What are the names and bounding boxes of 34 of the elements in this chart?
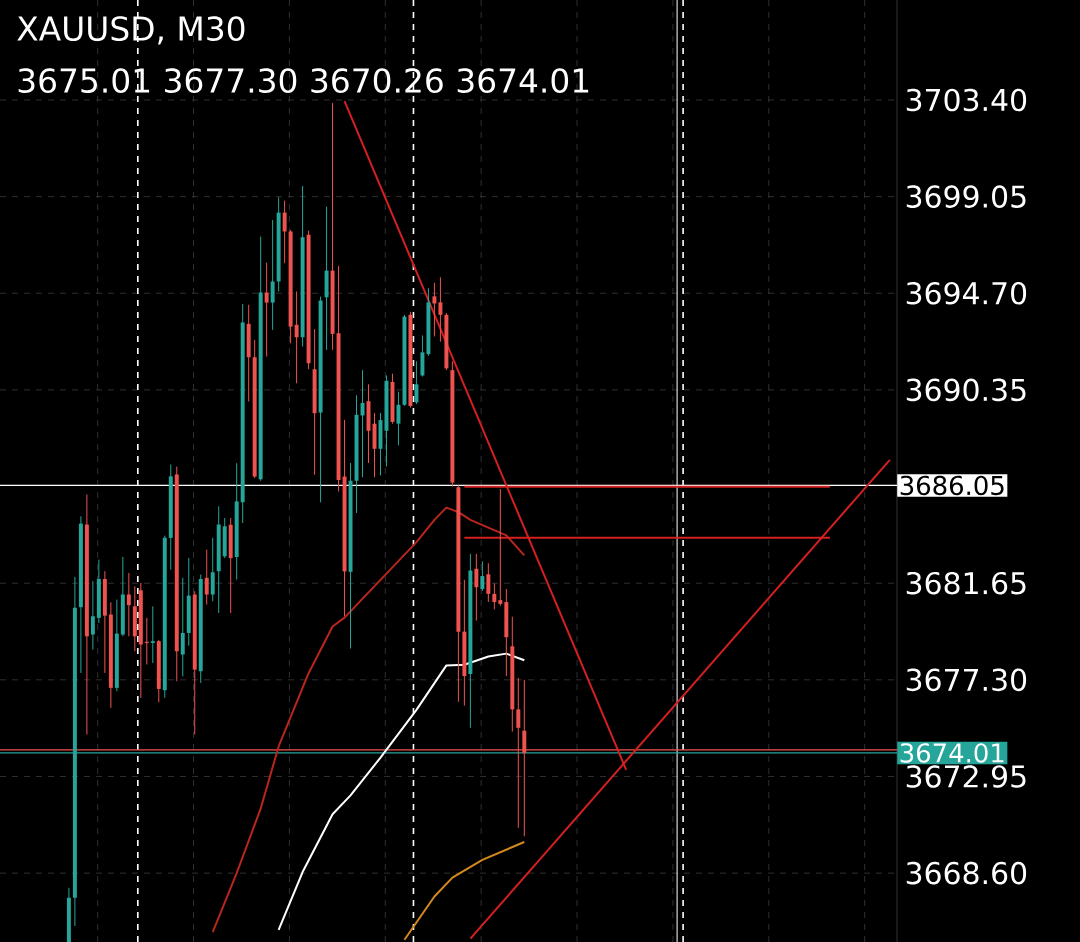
candlestick <box>498 488 503 607</box>
y-tick-label: 3703.40 <box>906 88 1027 112</box>
candlestick <box>210 537 215 602</box>
y-tick-label: 3699.05 <box>906 185 1026 208</box>
candlestick <box>126 572 131 637</box>
candlestick <box>150 605 155 664</box>
y-tick-label: 3681.65 <box>906 571 1026 595</box>
candlestick <box>294 290 299 384</box>
y-tick-label: 3672.95 <box>906 765 1026 788</box>
ref-line-label: 3674.01 <box>900 743 1004 763</box>
candlestick <box>414 360 419 405</box>
y-tick-label: 3694.70 <box>906 281 1027 305</box>
candlestick <box>204 549 209 606</box>
y-tick-label: 3677.30 <box>906 668 1027 692</box>
chart-title: XAUUSD, M30 <box>17 16 245 45</box>
ref-line-label: 3686.05 <box>900 475 1004 496</box>
candlestick <box>264 262 269 358</box>
candlestick <box>180 577 185 677</box>
y-tick-label: 3690.35 <box>906 378 1026 402</box>
candlestick <box>90 580 95 651</box>
text: 3675.01 3677.30 3670.26 3674.01 <box>18 68 589 94</box>
candlestick <box>474 553 479 622</box>
candlestick <box>438 276 443 343</box>
candlestick <box>270 219 275 331</box>
candlestick <box>432 282 437 337</box>
candlestick <box>480 560 485 592</box>
candlestick <box>486 562 491 603</box>
line-series <box>403 841 526 941</box>
candlestick <box>420 334 425 378</box>
candlestick <box>282 200 287 264</box>
candlestick <box>144 617 149 666</box>
candlestick <box>396 391 401 446</box>
candlestick <box>492 582 497 610</box>
y-tick-label: 3668.60 <box>906 861 1027 885</box>
